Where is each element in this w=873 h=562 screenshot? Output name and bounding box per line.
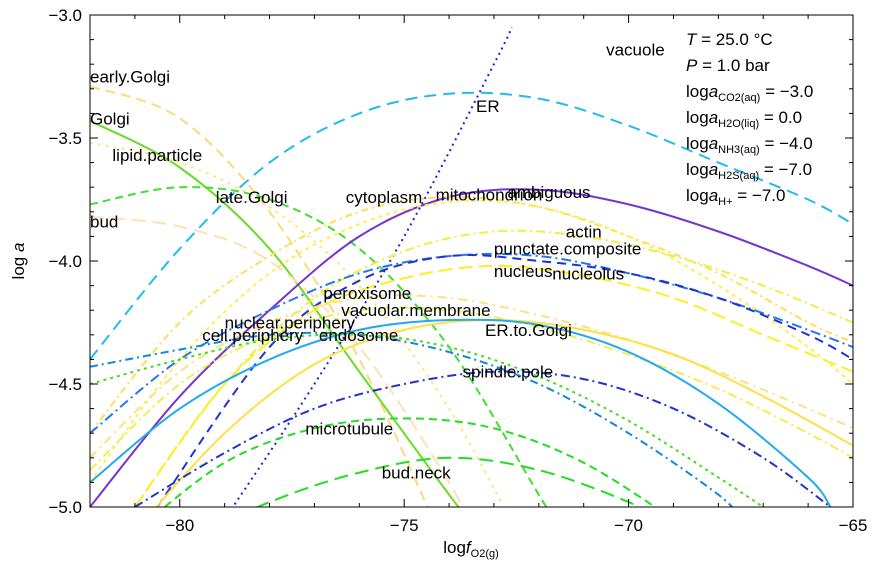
y-tick-label: −4.5 (48, 375, 82, 394)
series-label-nucleus: nucleus (494, 262, 553, 281)
series-label-er-to-golgi: ER.to.Golgi (485, 321, 572, 340)
series-label-golgi: Golgi (90, 109, 130, 128)
series-label-nuclear-periphery: nuclear.periphery (225, 314, 356, 333)
series-line-peroxisome (90, 294, 853, 459)
condition-activity-h-plus: logaH+ = −7.0 (686, 186, 785, 208)
curve-labels-layer: early.Golgi Golgi lipid.particle late.Golgi… (90, 40, 665, 482)
series-label-cell-periphery: cell.periphery (202, 326, 304, 345)
series-line-microtubule (163, 417, 657, 507)
condition-activity-co2: logaCO2(aq) = −3.0 (686, 82, 813, 104)
series-label-ambiguous: ambiguous (507, 183, 590, 202)
y-tick-label: −3.0 (48, 6, 82, 25)
series-label-mitochondrion: mitochondrion (436, 186, 543, 205)
series-line-early-golgi (90, 85, 429, 507)
series-label-er: ER (476, 97, 500, 116)
series-label-cytoplasm: cytoplasm (346, 188, 423, 207)
x-tick-label: −70 (614, 516, 643, 535)
series-line-bud (90, 215, 464, 507)
series-label-lipid-particle: lipid.particle (112, 146, 202, 165)
series-label-bud: bud (90, 213, 118, 232)
series-line-nucleus (156, 254, 853, 507)
series-line-nuclear-periphery (90, 331, 734, 507)
condition-activity-h2o: logaH2O(liq) = 0.0 (686, 108, 802, 130)
y-tick-label: −4.0 (48, 252, 82, 271)
x-tick-label: −65 (839, 516, 868, 535)
y-tick-label: −5.0 (48, 498, 82, 517)
y-axis-label: log a (9, 243, 28, 280)
series-label-microtubule: microtubule (305, 419, 393, 438)
series-line-bud-neck (255, 456, 642, 507)
series-line-vacuolar-membrane (90, 306, 853, 471)
y-tick-label: −3.5 (48, 129, 82, 148)
plot-frame (89, 14, 854, 508)
ticks-layer: −80 −75 −70 −65 −5.0 −4.5 −4.0 −3.5 −3.0 (48, 6, 867, 535)
series-line-late-golgi (90, 186, 548, 507)
series-line-cytoplasm (90, 199, 853, 483)
condition-temperature: T = 25.0 °C (686, 30, 773, 49)
condition-activity-nh3: logaNH3(aq) = −4.0 (686, 134, 813, 156)
series-line-mitochondrion (90, 188, 853, 507)
series-label-late-golgi: late.Golgi (216, 188, 288, 207)
x-tick-label: −80 (165, 516, 194, 535)
series-line-cell-periphery (90, 318, 832, 507)
series-line-spindle-pole (134, 370, 832, 507)
conditions-block: T = 25.0 °C P = 1.0 bar logaCO2(aq) = −3… (686, 30, 813, 208)
series-label-peroxisome: peroxisome (323, 284, 411, 303)
series-line-actin (134, 229, 853, 507)
condition-activity-h2s: logaH2S(aq) = −7.0 (686, 160, 812, 182)
series-line-er-to-golgi (155, 318, 853, 507)
series-line-endosome (90, 333, 764, 507)
series-label-vacuolar-membrane: vacuolar.membrane (341, 301, 490, 320)
x-axis-label: logfO2(g) (443, 538, 499, 560)
series-label-bud-neck: bud.neck (382, 464, 451, 483)
series-label-early-golgi: early.Golgi (90, 68, 170, 87)
series-line-er (90, 91, 853, 361)
series-label-endosome: endosome (319, 326, 398, 345)
series-label-nucleolus: nucleolus (552, 264, 624, 283)
condition-pressure: P = 1.0 bar (686, 56, 770, 75)
series-line-golgi (90, 119, 460, 507)
series-line-vacuole (231, 26, 513, 507)
series-label-punctate-composite: punctate.composite (494, 240, 641, 259)
x-tick-label: −75 (390, 516, 419, 535)
curves-layer (90, 26, 853, 507)
series-label-vacuole: vacuole (606, 40, 665, 59)
series-label-spindle-pole: spindle.pole (463, 363, 554, 382)
series-label-actin: actin (566, 223, 602, 242)
